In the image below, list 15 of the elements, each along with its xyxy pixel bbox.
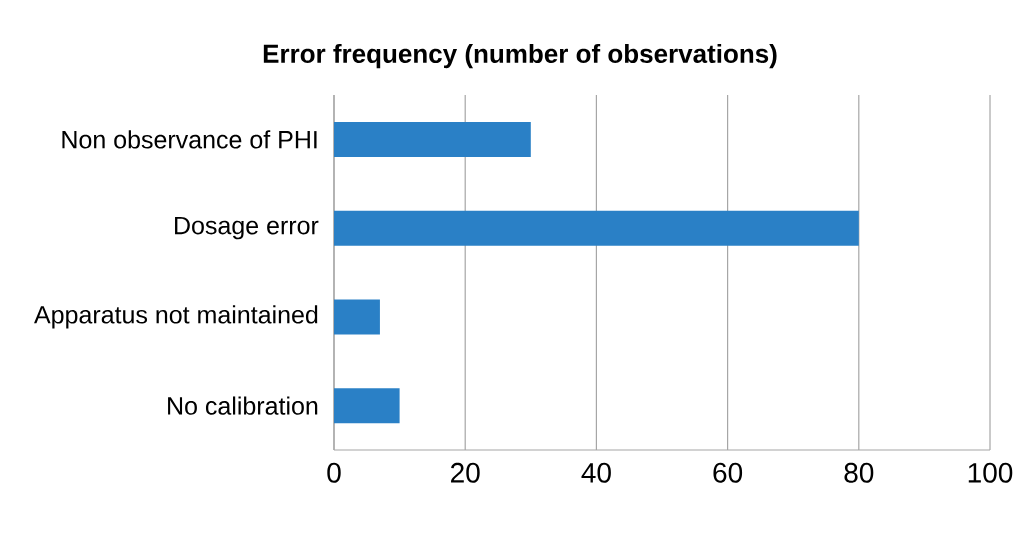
bar <box>334 210 859 246</box>
chart-title: Error frequency (number of observations) <box>263 43 777 69</box>
x-tick-label: 60 <box>713 462 743 483</box>
y-tick-label: Non observance of PHI <box>62 130 317 149</box>
bar <box>334 121 531 157</box>
x-tick-label: 20 <box>451 462 480 483</box>
bar <box>334 388 400 424</box>
bar <box>334 299 380 335</box>
x-tick-label: 100 <box>968 462 1013 483</box>
y-tick-label: No calibration <box>168 396 318 415</box>
x-tick-label: 0 <box>327 462 341 483</box>
x-tick-label: 40 <box>581 462 611 483</box>
x-tick-label: 80 <box>844 462 874 483</box>
y-tick-label: Apparatus not maintained <box>34 305 318 329</box>
y-tick-label: Dosage error <box>175 216 319 240</box>
